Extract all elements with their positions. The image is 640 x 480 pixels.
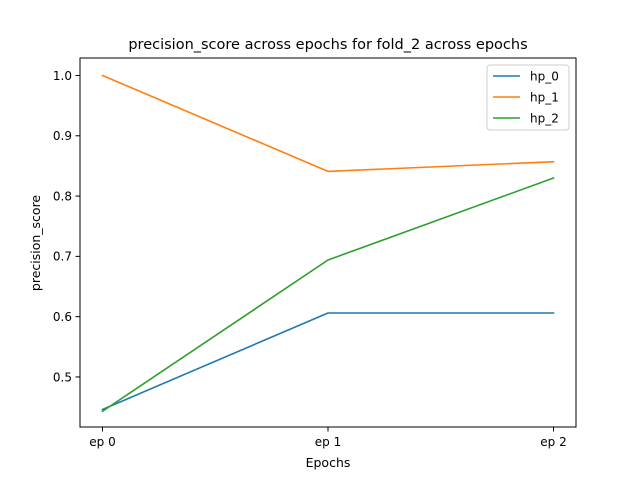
y-tick-label: 0.6: [53, 310, 72, 324]
series-lines: [101, 74, 555, 413]
y-axis-label: precision_score: [28, 195, 43, 292]
chart-title: precision_score across epochs for fold_2…: [128, 37, 527, 53]
y-tick-label: 0.5: [53, 370, 72, 384]
x-axis: ep 0 ep 1 ep 2: [89, 427, 567, 449]
series-line-hp_2: [101, 176, 555, 413]
y-tick-label: 0.7: [53, 250, 72, 264]
y-tick-label: 0.9: [53, 129, 72, 143]
legend-box: [486, 64, 570, 131]
series-line-hp_1: [101, 74, 555, 173]
legend: hp_0 hp_1 hp_2: [486, 64, 570, 131]
x-tick-label: ep 1: [315, 435, 341, 449]
x-axis-label: Epochs: [306, 455, 351, 470]
series-line-hp_0: [101, 312, 555, 411]
x-tick-label: ep 0: [89, 435, 115, 449]
legend-label-hp_0: hp_0: [530, 69, 559, 83]
legend-label-hp_1: hp_1: [530, 90, 559, 104]
y-tick-label: 0.8: [53, 189, 72, 203]
legend-label-hp_2: hp_2: [530, 111, 559, 125]
y-tick-label: 1.0: [53, 69, 72, 83]
y-axis: 0.5 0.6 0.7 0.8 0.9 1.0: [53, 69, 80, 384]
x-tick-label: ep 2: [540, 435, 566, 449]
